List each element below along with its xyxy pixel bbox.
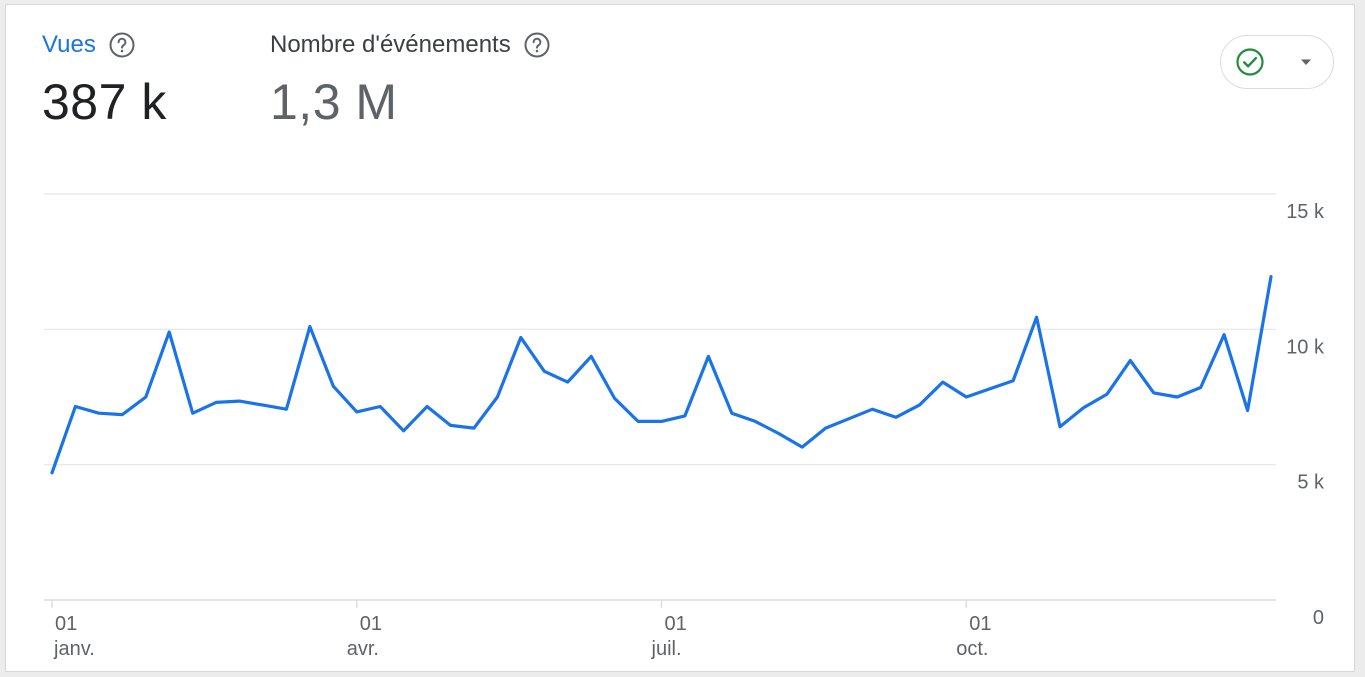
check-circle-icon: [1236, 48, 1264, 76]
x-tick-month: avr.: [347, 638, 379, 660]
metric-events-value: 1,3 M: [270, 74, 398, 130]
help-icon[interactable]: [108, 31, 136, 59]
metric-events[interactable]: Nombre d'événements 1,3 M: [270, 31, 551, 131]
help-icon[interactable]: [523, 31, 551, 59]
x-tick-month: juil.: [651, 638, 682, 660]
line-chart: 15 k 10 k 5 k 0 01 janv. 01 avr. 01 juil. 01 oct.: [44, 193, 1325, 660]
series-line-views: [50, 275, 1273, 475]
x-tick-day: 01: [665, 613, 687, 635]
analytics-card: Vues 387 k Nombre d'événements 1,3 M: [5, 4, 1355, 672]
y-tick-label: 15 k: [1286, 201, 1325, 223]
x-tick-month: janv.: [53, 638, 95, 660]
dropdown-arrow-icon: [1301, 59, 1311, 65]
metric-events-label[interactable]: Nombre d'événements: [270, 31, 511, 58]
x-tick-day: 01: [969, 613, 991, 635]
status-dropdown-button[interactable]: [1220, 35, 1334, 89]
x-tick-day: 01: [55, 613, 77, 635]
x-tick-month: oct.: [956, 638, 988, 660]
x-tick-day: 01: [360, 613, 382, 635]
metric-views-label[interactable]: Vues: [42, 31, 96, 58]
metric-views-value: 387 k: [42, 74, 167, 130]
y-tick-label: 10 k: [1286, 336, 1325, 358]
y-tick-label: 5 k: [1297, 472, 1325, 494]
metric-views[interactable]: Vues 387 k: [42, 31, 167, 131]
y-tick-label: 0: [1313, 607, 1324, 629]
